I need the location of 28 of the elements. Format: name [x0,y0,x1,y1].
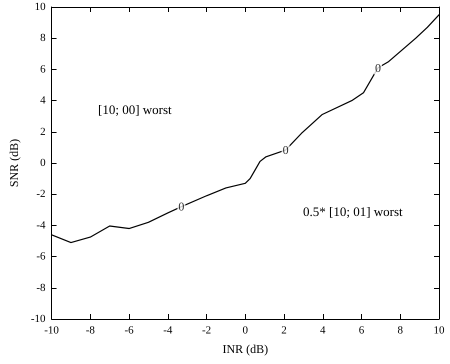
annotation: 0 [178,200,184,214]
x-tick-label: -2 [202,324,212,336]
x-tick-label: 4 [320,324,326,336]
x-axis-title: INR (dB) [222,342,268,356]
y-tick-label: -2 [36,188,46,200]
y-tick-label: -10 [30,313,46,325]
annotation: [10; 00] worst [98,102,172,117]
y-tick-label: 2 [40,126,46,138]
annotation: 0 [374,60,381,75]
x-tick-label: -6 [124,324,134,336]
x-tick-label: 10 [434,324,445,336]
y-tick-label: -6 [36,250,46,263]
x-tick-label: 8 [398,324,404,336]
x-tick-label: -8 [86,324,96,336]
y-tick-label: 0 [40,157,46,169]
y-tick-label: 8 [40,32,46,44]
y-axis-title: SNR (dB) [7,138,21,188]
x-tick-label: 0 [242,324,249,336]
y-tick-label: 4 [40,94,46,107]
annotation: 0.5* [10; 01] worst [303,204,404,219]
y-tick-label: 10 [34,1,46,13]
y-tick-label: -8 [36,282,46,294]
y-tick-label: 6 [40,63,46,76]
x-tick-label: -4 [163,324,173,336]
annotation: 0 [282,143,289,158]
y-tick-label: -4 [36,219,46,232]
x-tick-label: 2 [281,324,287,336]
x-tick-label: 6 [358,324,365,336]
